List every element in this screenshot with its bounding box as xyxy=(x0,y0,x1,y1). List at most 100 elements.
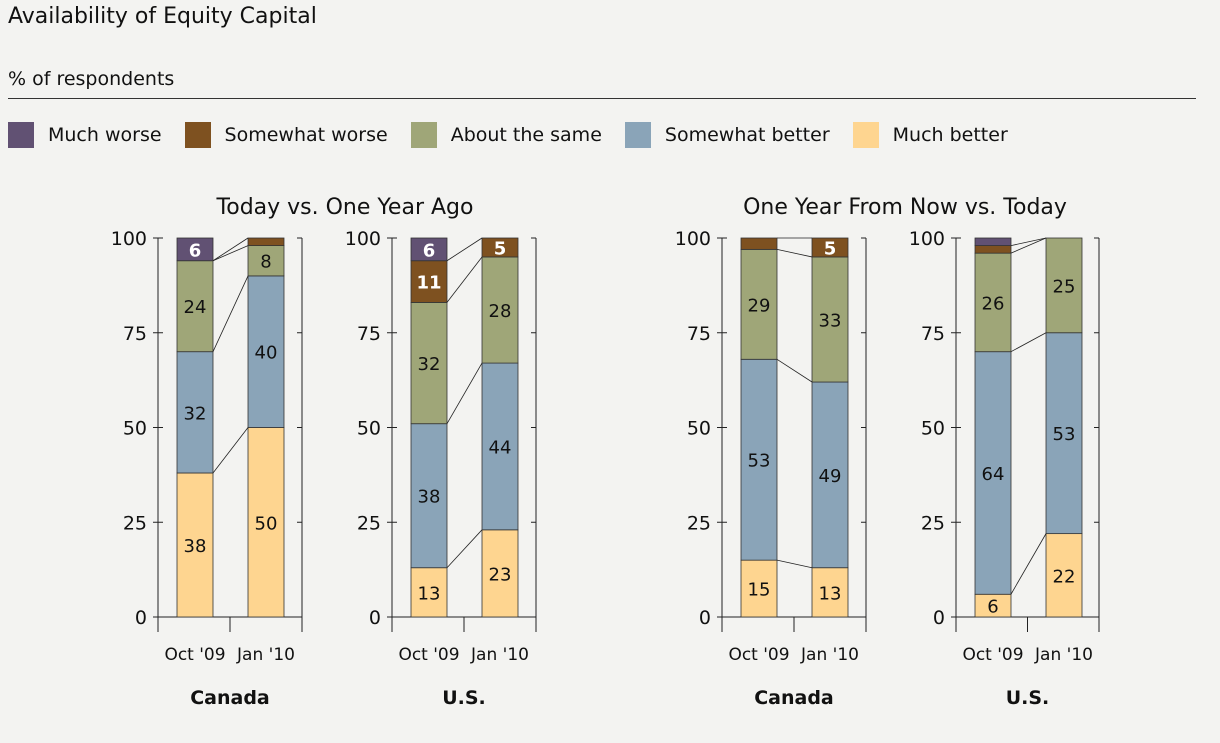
group-label: Canada xyxy=(190,687,270,709)
connector-line xyxy=(446,529,483,569)
bar-segment xyxy=(974,237,1012,246)
chart-title: One Year From Now vs. Today xyxy=(743,195,1067,220)
bar-segment xyxy=(811,237,849,258)
bar-segment xyxy=(740,358,778,561)
connector-line xyxy=(776,559,813,569)
data-label: 6 xyxy=(423,240,436,261)
data-label: 5 xyxy=(824,238,837,259)
title-divider xyxy=(8,98,1196,99)
y-tick-label: 50 xyxy=(123,418,147,440)
category-label: Jan '10 xyxy=(470,645,529,665)
data-label: 13 xyxy=(819,583,842,604)
bar-segment xyxy=(481,256,519,364)
bar-segment xyxy=(1045,237,1083,334)
connector-line xyxy=(212,275,249,352)
y-tick-label: 75 xyxy=(357,323,381,345)
panel-canada: 0 25 50 75 100 38 32 24 6 Oct '09 50 40 8 Jan '10 Cana… xyxy=(111,228,303,709)
bar-segment xyxy=(410,302,448,425)
data-label: 44 xyxy=(489,437,512,458)
bar-segment xyxy=(481,237,519,258)
bar-segment xyxy=(247,245,285,277)
y-tick-label: 0 xyxy=(369,607,381,629)
group-label: U.S. xyxy=(442,687,486,709)
connector-line xyxy=(446,362,483,424)
legend: Much worse Somewhat worse About the same… xyxy=(8,120,1031,150)
bar-segment xyxy=(481,362,519,531)
category-label: Oct '09 xyxy=(962,645,1023,665)
bar-segment xyxy=(811,256,849,383)
data-label: 11 xyxy=(416,273,441,294)
data-label: 49 xyxy=(819,466,842,487)
data-label: 50 xyxy=(255,513,278,534)
bar-segment xyxy=(176,472,214,618)
legend-swatch xyxy=(184,122,211,148)
bar-segment xyxy=(247,275,285,428)
bar-segment xyxy=(247,427,285,618)
data-label: 23 xyxy=(489,564,512,585)
y-tick-label: 75 xyxy=(123,323,147,345)
chart-title: Availability of Equity Capital xyxy=(8,4,317,29)
bar-segment xyxy=(974,245,1012,254)
legend-swatch xyxy=(8,122,34,148)
y-tick-label: 75 xyxy=(921,323,945,345)
connector-line xyxy=(776,358,813,383)
panel-us: 0 25 50 75 100 6 64 26 Oct '09 22 53 25 Jan '10 U.S. xyxy=(909,228,1100,709)
y-tick-label: 0 xyxy=(135,607,147,629)
legend-swatch xyxy=(624,122,651,148)
y-tick-label: 100 xyxy=(909,228,945,250)
panel-us: 0 25 50 75 100 13 38 32 11 6 Oct '09 23 44 28 5 Jan '10… xyxy=(345,228,537,709)
connector-line xyxy=(1010,332,1047,353)
legend-label: About the same xyxy=(450,124,602,146)
data-label: 32 xyxy=(184,403,207,424)
data-label: 5 xyxy=(494,238,507,259)
data-label: 53 xyxy=(1053,424,1076,445)
panel-canada: 0 25 50 75 100 15 53 29 Oct '09 13 49 33 5 Jan '10 Can… xyxy=(675,228,867,709)
legend-item-about-the-same: About the same xyxy=(410,122,602,148)
bar-segment xyxy=(176,237,214,262)
connector-line xyxy=(776,248,813,258)
y-tick-label: 25 xyxy=(687,512,711,534)
y-tick-label: 50 xyxy=(921,418,945,440)
connector-line xyxy=(212,237,249,262)
legend-label: Much worse xyxy=(48,124,162,146)
category-label: Jan '10 xyxy=(236,645,295,665)
y-tick-label: 50 xyxy=(687,418,711,440)
connector-line xyxy=(446,237,483,262)
chart-subtitle: % of respondents xyxy=(8,68,175,90)
data-label: 15 xyxy=(748,580,771,601)
data-label: 64 xyxy=(982,464,1005,485)
y-tick-label: 100 xyxy=(111,228,147,250)
data-label: 26 xyxy=(982,293,1005,314)
legend-item-much-worse: Much worse xyxy=(8,122,162,148)
data-label: 38 xyxy=(418,487,441,508)
category-label: Oct '09 xyxy=(728,645,789,665)
data-label: 13 xyxy=(418,583,441,604)
y-tick-label: 0 xyxy=(699,607,711,629)
bar-segment xyxy=(247,237,285,246)
data-label: 25 xyxy=(1053,276,1076,297)
connector-line xyxy=(1010,533,1047,595)
bar-segment xyxy=(740,559,778,618)
data-label: 24 xyxy=(184,297,207,318)
connector-line xyxy=(212,245,249,262)
data-label: 33 xyxy=(819,310,842,331)
chart-title: Today vs. One Year Ago xyxy=(216,195,474,220)
legend-label: Much better xyxy=(892,124,1008,146)
bar-segment xyxy=(176,260,214,353)
connector-line xyxy=(1010,237,1047,246)
bar-segment xyxy=(410,567,448,618)
bar-segment xyxy=(811,381,849,569)
data-label: 6 xyxy=(987,597,998,618)
legend-label: Somewhat worse xyxy=(224,124,388,146)
data-label: 53 xyxy=(748,451,771,472)
y-tick-label: 25 xyxy=(123,512,147,534)
y-tick-label: 25 xyxy=(921,512,945,534)
bar-segment xyxy=(740,248,778,360)
data-label: 28 xyxy=(489,301,512,322)
y-tick-label: 0 xyxy=(933,607,945,629)
data-label: 29 xyxy=(748,295,771,316)
y-tick-label: 25 xyxy=(357,512,381,534)
data-label: 8 xyxy=(260,252,271,273)
data-label: 22 xyxy=(1053,566,1076,587)
